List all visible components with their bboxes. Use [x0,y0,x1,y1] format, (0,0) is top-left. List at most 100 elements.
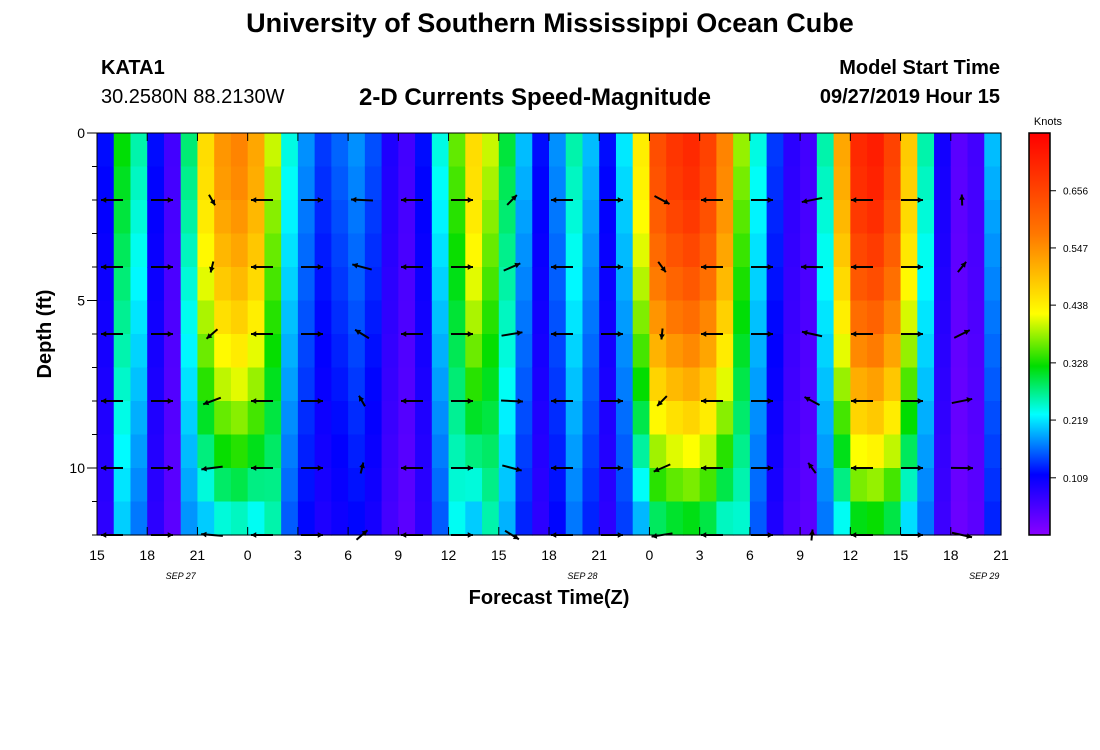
heatmap-cell [348,367,366,402]
heatmap-cell [281,300,299,335]
current-vector-arrow [151,398,173,404]
heatmap-cell [364,468,383,503]
heatmap-cell [967,267,985,302]
heatmap-cell [984,401,1002,436]
current-vector-arrow [101,197,123,203]
heatmap-cell [565,434,584,469]
current-vector-arrow [251,331,273,337]
current-vector-arrow [205,328,219,340]
heatmap-cell [281,367,299,402]
heatmap-cell [733,401,751,436]
heatmap-cell [398,267,416,302]
heatmap-cell [264,133,282,168]
heatmap-cell [549,501,567,536]
current-vector-arrow [301,331,323,337]
current-vector-arrow [350,196,374,203]
heatmap-cell [247,200,266,235]
heatmap-cell [934,200,952,235]
heatmap-cell [398,468,416,503]
heatmap-cell [682,501,701,536]
heatmap-cell [448,468,466,503]
heatmap-cell [331,133,349,168]
heatmap-cell [867,501,885,536]
heatmap-cell [515,334,533,369]
heatmap-cell [515,166,533,201]
heatmap-cell [984,200,1002,235]
current-vector-arrow [551,465,573,471]
current-vector-arrow [401,398,423,404]
heatmap-cell [97,267,115,302]
heatmap-cell [900,200,918,235]
heatmap-cell [398,334,416,369]
heatmap-cell [682,334,701,369]
heatmap-cell [163,434,182,469]
heatmap-cell [532,367,550,402]
heatmap-cell [833,166,851,201]
heatmap-cell [381,334,399,369]
heatmap-cell [482,468,500,503]
heatmap-cell [163,334,182,369]
heatmap-cell [197,334,215,369]
current-vector-arrow [751,197,773,203]
heatmap-cell [264,334,282,369]
heatmap-cell [783,300,801,335]
speed-heatmap [97,133,1002,536]
heatmap-cell [833,334,851,369]
heatmap-cell [130,367,148,402]
heatmap-cell [532,501,550,536]
x-tick-label: 12 [441,547,457,563]
heatmap-cell [230,434,249,469]
heatmap-cell [197,166,215,201]
current-vector-arrow [401,331,423,337]
heatmap-cell [364,300,383,335]
heatmap-cell [180,133,199,168]
current-vector-arrow [751,331,773,337]
heatmap-cell [867,300,885,335]
heatmap-cell [331,200,349,235]
date-label: SEP 27 [166,571,197,581]
x-tick-label: 21 [591,547,607,563]
current-vector-arrow [500,398,524,405]
heatmap-cell [415,434,433,469]
heatmap-cell [632,267,651,302]
current-vector-arrow [101,331,123,337]
heatmap-cell [264,267,282,302]
heatmap-cell [482,401,500,436]
heatmap-cell [632,133,651,168]
heatmap-cell [314,166,332,201]
current-vector-arrow [551,398,573,404]
x-tick-label: 15 [893,547,909,563]
current-vector-arrow [701,398,723,404]
heatmap-cell [917,233,935,268]
heatmap-cell [331,434,349,469]
heatmap-cell [850,233,868,268]
heatmap-cell [113,501,132,536]
heatmap-cell [97,166,115,201]
heatmap-cell [950,133,969,168]
y-tick-label: 0 [77,125,85,141]
heatmap-cell [816,267,835,302]
x-tick-label: 21 [993,547,1009,563]
heatmap-cell [950,367,969,402]
heatmap-cell [448,334,466,369]
current-vector-arrow [354,328,370,340]
heatmap-cell [113,300,132,335]
heatmap-cell [800,200,818,235]
heatmap-cell [197,401,215,436]
heatmap-cell [766,133,784,168]
heatmap-cell [163,501,182,536]
heatmap-cell [180,300,199,335]
heatmap-cell [582,200,600,235]
heatmap-cell [615,468,634,503]
heatmap-cell [331,401,349,436]
heatmap-cell [800,133,818,168]
heatmap-cell [515,267,533,302]
heatmap-cell [766,468,784,503]
current-vector-arrow [451,331,473,337]
heatmap-cell [632,233,651,268]
heatmap-cell [934,468,952,503]
heatmap-cell [649,468,667,503]
heatmap-cell [197,434,215,469]
heatmap-cell [398,200,416,235]
current-vector-arrow [358,395,366,407]
